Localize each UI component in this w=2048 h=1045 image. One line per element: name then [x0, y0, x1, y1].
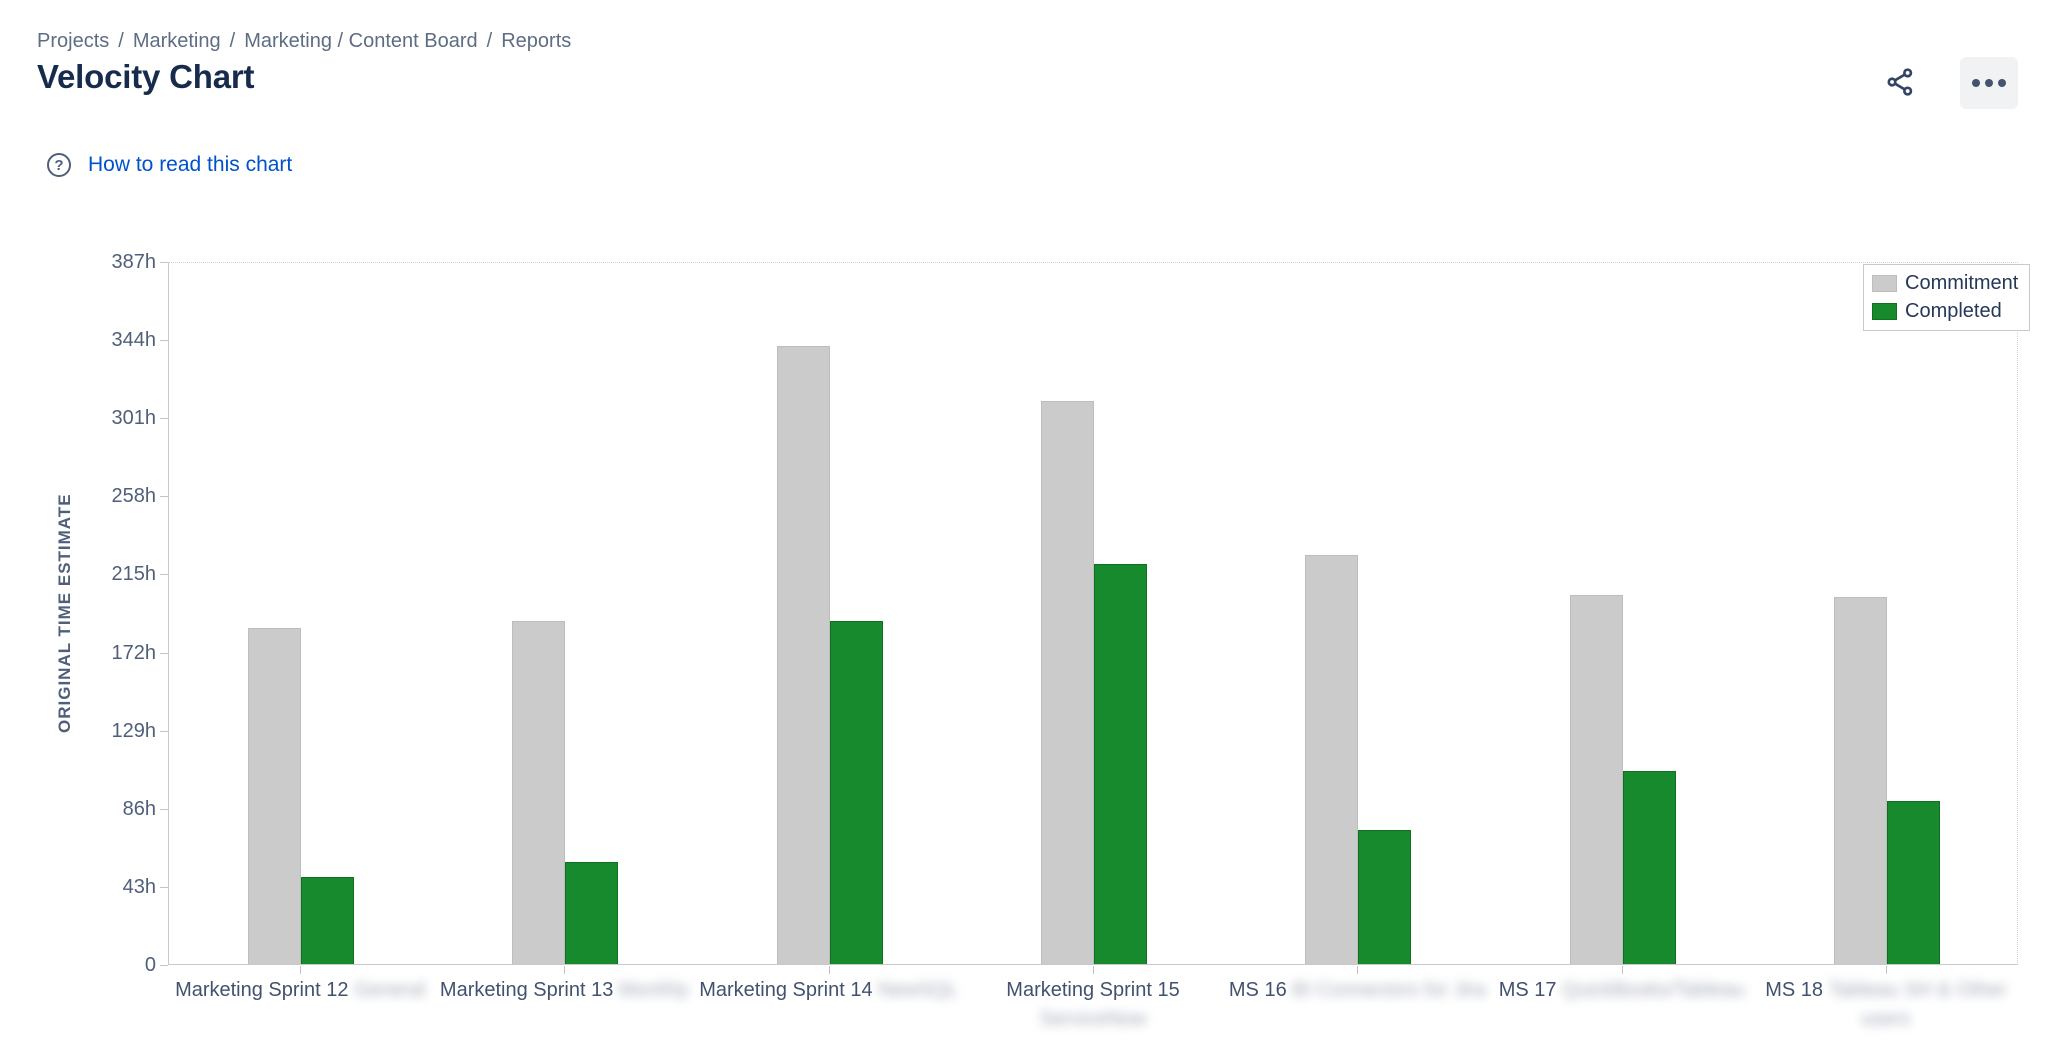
y-tick-mark [160, 418, 168, 420]
redacted-text: Tableau SH & Other [1823, 979, 2007, 1001]
y-tick-mark [160, 574, 168, 576]
share-button[interactable] [1878, 60, 1922, 104]
y-tick-mark [160, 652, 168, 654]
ellipsis-icon [1972, 79, 1980, 87]
legend-swatch-completed [1872, 303, 1897, 320]
breadcrumb: Projects / Marketing / Marketing / Content B… [37, 30, 571, 53]
bar-completed-4 [1094, 564, 1147, 964]
redacted-text: General [348, 979, 426, 1001]
y-tick-label: 215h [111, 563, 157, 586]
bar-completed-3 [829, 620, 883, 964]
bar-completed-1 [301, 876, 355, 964]
breadcrumb-separator: / [486, 30, 493, 52]
breadcrumb-item-projects[interactable]: Projects [37, 30, 110, 52]
more-actions-button[interactable] [1960, 57, 2018, 109]
breadcrumb-item-marketing-content-board[interactable]: Marketing / Content Board [244, 30, 478, 52]
x-tick-mark [1885, 966, 1887, 974]
breadcrumb-item-reports[interactable]: Reports [501, 30, 572, 52]
page-title: Velocity Chart [37, 58, 255, 95]
bar-commitment-2 [512, 620, 566, 964]
y-tick-label: 172h [111, 641, 157, 664]
legend-label: Commitment [1905, 272, 2019, 294]
y-tick-label: 86h [122, 797, 156, 820]
x-axis-label-text: Marketing Sprint 14 NewSQL [699, 979, 959, 1001]
y-tick-label: 301h [111, 407, 157, 430]
chart-legend: Commitment Completed [1863, 264, 2031, 331]
bar-commitment-6 [1569, 595, 1623, 964]
bar-commitment-5 [1305, 555, 1359, 964]
redacted-text: NewSQL [872, 979, 959, 1001]
question-circle-icon: ? [47, 153, 71, 177]
redacted-text: Monthly [613, 979, 689, 1001]
y-tick-label: 387h [111, 251, 157, 273]
redacted-text: ServiceNow [1039, 1008, 1147, 1030]
breadcrumb-separator: / [118, 30, 124, 52]
breadcrumb-separator: / [229, 30, 236, 52]
x-axis-label-text: MS 16 BI Connectors for Jira [1228, 979, 1486, 1001]
x-axis-label-2: Marketing Sprint 13 Monthly [414, 976, 714, 1005]
y-tick-mark [160, 886, 168, 888]
x-axis-label-7: MS 18 Tableau SH & Other users [1736, 976, 2036, 1034]
x-tick-mark [1093, 966, 1094, 974]
legend-swatch-commitment [1872, 275, 1897, 292]
x-tick-mark [828, 966, 830, 974]
y-tick-label: 43h [122, 875, 156, 898]
bar-commitment-3 [776, 346, 830, 964]
x-axis-label-text: MS 18 Tableau SH & Other [1765, 979, 2007, 1001]
y-tick-label: 344h [111, 329, 157, 352]
x-axis-label-5: MS 16 BI Connectors for Jira [1207, 976, 1507, 1005]
x-axis-label-text: Marketing Sprint 12 General [175, 979, 426, 1001]
legend-item-commitment: Commitment [1872, 272, 2018, 295]
redacted-text: QuickBooks/Tableau [1556, 979, 1745, 1001]
y-tick-label: 258h [111, 485, 157, 508]
x-axis-label-3: Marketing Sprint 14 NewSQL [679, 976, 979, 1005]
y-tick-mark [160, 496, 168, 498]
help-link-label: How to read this chart [88, 153, 293, 176]
x-axis-label-text: Marketing Sprint 13 Monthly [439, 979, 689, 1001]
ellipsis-icon [1985, 79, 1993, 87]
y-tick-label: 129h [111, 719, 157, 742]
x-axis-label-1: Marketing Sprint 12 General [150, 976, 450, 1005]
breadcrumb-item-marketing[interactable]: Marketing [132, 30, 221, 52]
legend-item-completed: Completed [1872, 300, 2018, 323]
legend-label: Completed [1905, 300, 2002, 322]
bar-commitment-1 [248, 627, 302, 964]
y-tick-mark [160, 730, 168, 732]
ellipsis-icon [1998, 79, 2006, 87]
y-tick-mark [160, 340, 168, 342]
x-axis-label-text: MS 17 QuickBooks/Tableau [1498, 979, 1745, 1001]
y-tick-mark [160, 262, 168, 263]
x-tick-mark [564, 966, 566, 974]
bar-completed-6 [1622, 771, 1676, 964]
x-axis-label-text: Marketing Sprint 15 [1006, 979, 1180, 1001]
bar-completed-2 [565, 862, 619, 964]
y-tick-mark [160, 808, 168, 810]
x-axis-label-6: MS 17 QuickBooks/Tableau [1472, 976, 1772, 1005]
y-tick-label: 0 [144, 954, 156, 976]
y-axis-title: ORIGINAL TIME ESTIMATE [55, 493, 74, 734]
x-tick-mark [1357, 966, 1359, 974]
bar-completed-5 [1358, 829, 1412, 964]
x-tick-mark [1621, 966, 1623, 974]
plot-area [168, 262, 2018, 965]
bar-completed-7 [1886, 800, 1940, 964]
x-tick-mark [300, 966, 302, 974]
redacted-text: BI Connectors for Jira [1286, 979, 1486, 1001]
share-icon [1887, 68, 1913, 96]
bar-commitment-7 [1833, 597, 1887, 964]
x-axis-label-4: Marketing Sprint 15 ServiceNow [943, 976, 1243, 1034]
bar-commitment-4 [1041, 400, 1094, 964]
y-tick-mark [160, 965, 168, 966]
help-link[interactable]: ? How to read this chart [47, 153, 292, 177]
redacted-text: users [1861, 1008, 1911, 1030]
